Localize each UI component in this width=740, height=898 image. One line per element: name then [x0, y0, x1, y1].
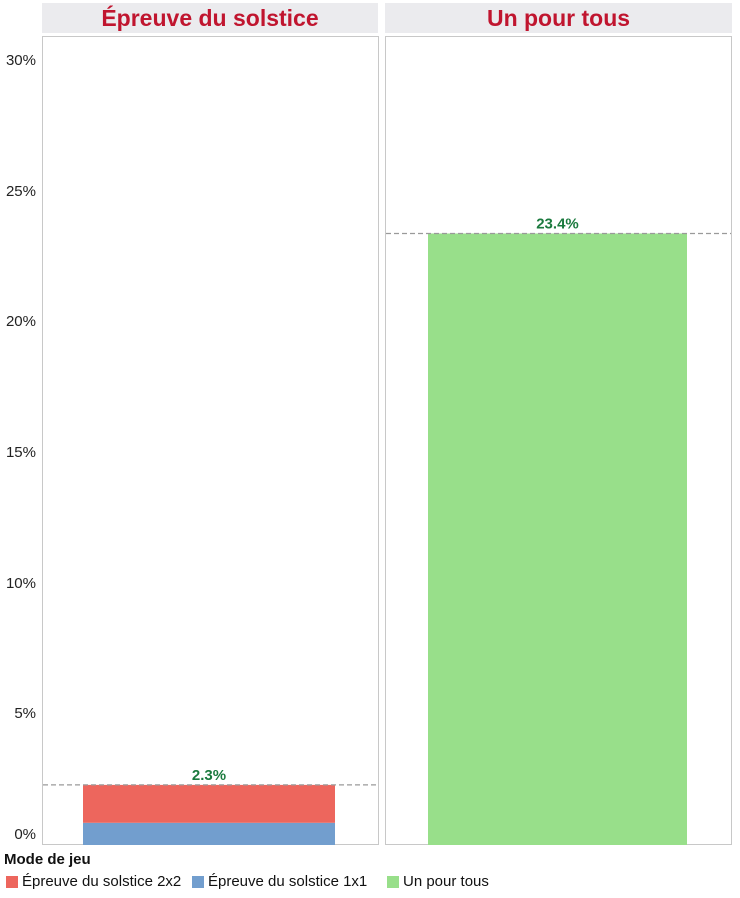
legend-item-solstice-1x1: Épreuve du solstice 1x1	[192, 873, 367, 890]
legend-swatch-un-pour-tous	[387, 875, 399, 888]
panel-frame-left	[42, 36, 379, 845]
legend-item-solstice-2x2: Épreuve du solstice 2x2	[6, 873, 181, 890]
panel-title-right: Un pour tous	[385, 3, 732, 33]
legend-swatch-solstice-1x1	[192, 875, 204, 888]
legend-label-solstice-1x1: Épreuve du solstice 1x1	[208, 873, 368, 890]
y-tick-label: 30%	[5, 52, 36, 69]
bar-segment	[83, 822, 335, 845]
y-tick-label: 15%	[5, 444, 36, 461]
legend-label-solstice-2x2: Épreuve du solstice 2x2	[22, 873, 182, 890]
data-label: 2.3%	[192, 767, 226, 784]
y-tick-label: 20%	[5, 313, 36, 331]
y-tick-label: 5%	[14, 705, 36, 723]
y-tick-label: 10%	[5, 574, 36, 592]
panel-title-left: Épreuve du solstice	[42, 3, 378, 33]
y-tick-label: 25%	[5, 182, 36, 200]
y-tick-label: 0%	[14, 826, 36, 843]
legend-title: Mode de jeu	[4, 851, 91, 868]
data-label: 23.4%	[536, 215, 579, 232]
legend-swatch-solstice-2x2	[6, 875, 18, 888]
legend-item-un-pour-tous: Un pour tous	[387, 873, 489, 890]
bar-segment	[83, 784, 335, 823]
legend-label-un-pour-tous: Un pour tous	[403, 873, 489, 890]
bar-segment	[428, 233, 687, 846]
